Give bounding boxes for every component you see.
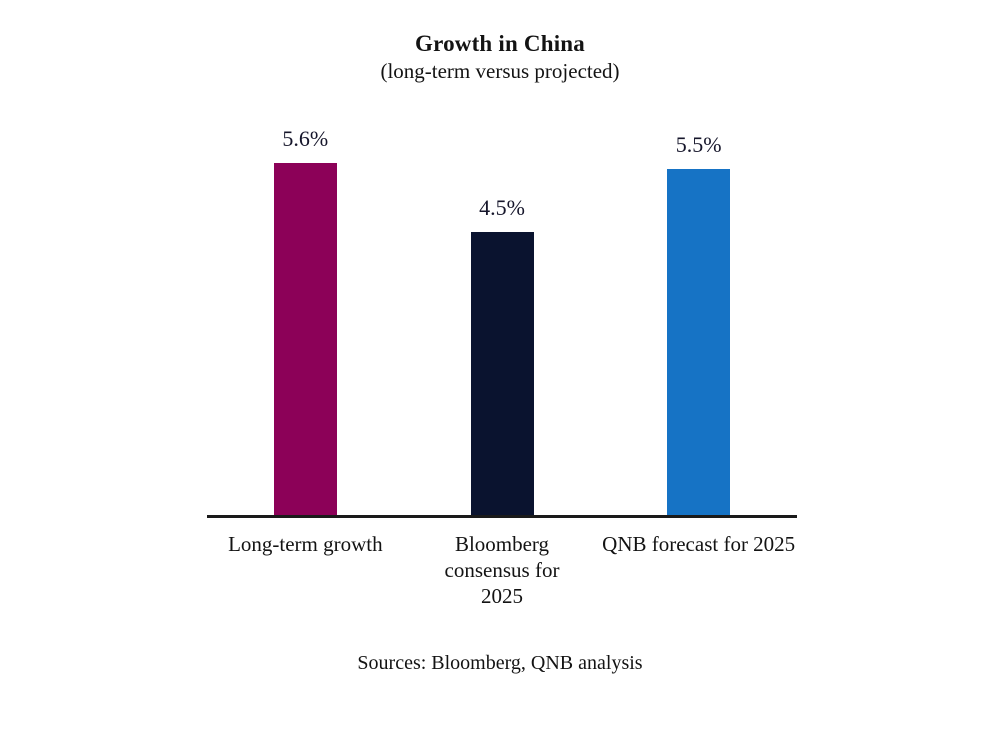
- bar: [470, 232, 534, 516]
- bar-group: 5.6%: [207, 112, 404, 516]
- category-label-text: Bloomberg consensus for 2025: [444, 532, 560, 608]
- bar: [273, 163, 337, 516]
- plot-area: 5.6% 4.5% 5.5%: [207, 112, 797, 516]
- chart-subtitle: (long-term versus projected): [380, 59, 620, 83]
- category-label: Bloomberg consensus for 2025: [404, 531, 601, 609]
- source-note: Sources: Bloomberg, QNB analysis: [357, 652, 643, 674]
- bar-value-label: 5.6%: [282, 126, 329, 151]
- category-label-text: QNB forecast for 2025: [602, 532, 796, 556]
- category-label: QNB forecast for 2025: [600, 531, 797, 609]
- category-label-text: Long-term growth: [228, 532, 383, 556]
- bar-value-label: 5.5%: [675, 132, 722, 157]
- x-axis-line: [207, 515, 797, 518]
- x-axis-labels: Long-term growth Bloomberg consensus for…: [207, 531, 797, 609]
- bar-group: 4.5%: [404, 112, 601, 516]
- bar-value-label: 4.5%: [479, 195, 525, 220]
- bar-group: 5.5%: [600, 112, 797, 516]
- bar: [667, 169, 731, 516]
- category-label: Long-term growth: [207, 531, 404, 609]
- chart-title: Growth in China: [414, 31, 585, 56]
